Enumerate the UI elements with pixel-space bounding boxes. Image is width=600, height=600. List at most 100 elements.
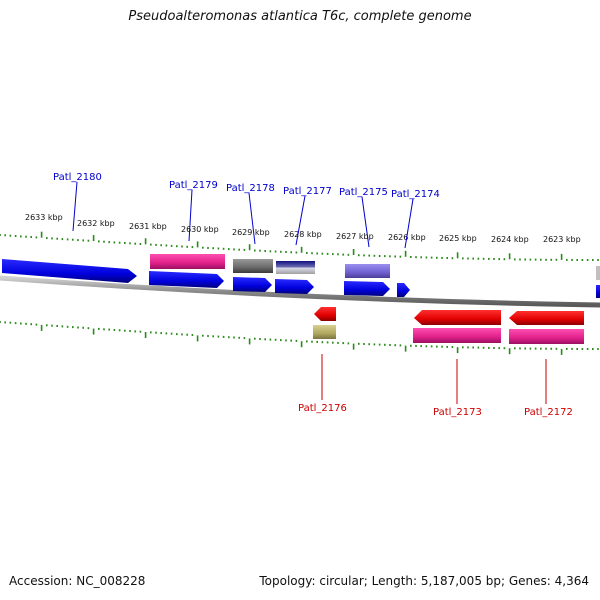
minor-tick: [430, 256, 433, 259]
minor-tick: [514, 347, 516, 350]
minor-tick: [72, 238, 74, 241]
minor-tick: [108, 241, 110, 244]
cds-arrow-forward-2177[interactable]: [275, 279, 314, 294]
minor-tick: [451, 346, 454, 348]
minor-tick: [181, 245, 183, 248]
minor-tick: [503, 347, 506, 350]
scale-label: 2631 kbp: [129, 222, 167, 231]
major-tick: [196, 335, 199, 342]
cds-arrow-forward-2180[interactable]: [2, 259, 137, 283]
feature-gray-2178[interactable]: [233, 259, 273, 273]
minor-tick: [295, 339, 298, 342]
major-tick: [560, 253, 563, 260]
major-tick: [508, 348, 511, 355]
major-tick: [248, 338, 251, 345]
feature-pink-2172[interactable]: [509, 329, 584, 344]
minor-tick: [207, 247, 209, 249]
minor-tick: [191, 334, 194, 336]
minor-tick: [581, 348, 584, 350]
minor-tick: [477, 257, 480, 260]
genome-summary: Topology: circular; Length: 5,187,005 bp…: [259, 574, 589, 588]
scale-label: 2632 kbp: [77, 219, 115, 228]
minor-tick: [586, 259, 589, 261]
gene-label-2172[interactable]: Patl_2172: [524, 407, 573, 418]
minor-tick: [155, 331, 157, 334]
minor-tick: [228, 248, 230, 251]
minor-tick: [529, 258, 532, 261]
minor-tick: [503, 258, 506, 261]
minor-tick: [555, 258, 558, 261]
minor-tick: [378, 343, 381, 346]
minor-tick: [534, 347, 537, 350]
gene-label-2177[interactable]: Patl_2177: [283, 186, 332, 197]
minor-tick: [66, 325, 69, 328]
minor-tick: [295, 251, 298, 254]
minor-tick: [446, 345, 448, 348]
cds-arrow-reverse-2172[interactable]: [509, 311, 584, 325]
minor-tick: [498, 258, 500, 261]
gene-label-2175[interactable]: Patl_2175: [339, 187, 388, 198]
feature-gray-edge[interactable]: [596, 266, 600, 280]
minor-tick: [124, 329, 126, 332]
minor-tick: [576, 348, 578, 350]
minor-tick: [30, 236, 32, 238]
minor-tick: [228, 336, 230, 339]
minor-tick: [446, 257, 448, 259]
minor-tick: [342, 342, 344, 345]
minor-tick: [186, 333, 188, 336]
gene-label-2176[interactable]: Patl_2176: [298, 403, 347, 414]
minor-tick: [202, 334, 204, 337]
major-tick: [300, 341, 303, 348]
feature-pink-2179[interactable]: [150, 254, 225, 269]
minor-tick: [399, 344, 402, 347]
minor-tick: [176, 333, 178, 336]
gene-label-2180[interactable]: Patl_2180: [53, 172, 102, 183]
minor-tick: [46, 324, 48, 327]
cds-arrow-forward-2179[interactable]: [149, 271, 224, 288]
minor-tick: [571, 258, 573, 261]
genome-backbone: [0, 275, 600, 308]
minor-tick: [316, 252, 318, 255]
cds-arrow-reverse-2176[interactable]: [314, 307, 336, 321]
minor-tick: [280, 339, 282, 342]
cds-arrow-reverse-2173[interactable]: [414, 310, 501, 325]
minor-tick: [488, 346, 490, 349]
cds-arrow-forward-2178[interactable]: [233, 277, 272, 292]
minor-tick: [420, 345, 422, 348]
major-tick: [352, 343, 355, 350]
minor-tick: [113, 329, 116, 331]
feature-pink-2173[interactable]: [413, 328, 501, 343]
minor-tick: [436, 256, 438, 259]
minor-tick: [61, 325, 64, 328]
cds-arrow-forward-2175[interactable]: [344, 281, 390, 296]
major-tick: [196, 241, 199, 248]
gene-label-2178[interactable]: Patl_2178: [226, 183, 275, 194]
gene-label-2179[interactable]: Patl_2179: [169, 180, 218, 191]
feature-lavender-2175[interactable]: [345, 264, 390, 278]
minor-tick: [290, 251, 292, 254]
minor-tick: [545, 258, 547, 261]
minor-tick: [316, 340, 318, 343]
minor-tick: [410, 344, 412, 347]
leader-line-2174: [404, 198, 414, 249]
feature-navy-2177[interactable]: [276, 261, 315, 274]
major-tick: [456, 252, 459, 259]
gene-label-2173[interactable]: Patl_2173: [433, 407, 482, 418]
minor-tick: [399, 255, 402, 258]
minor-tick: [0, 234, 1, 236]
minor-tick: [285, 339, 287, 342]
minor-tick: [321, 252, 324, 255]
major-tick: [40, 231, 43, 238]
cds-arrow-forward-edge[interactable]: [596, 285, 600, 298]
minor-tick: [66, 238, 69, 241]
minor-tick: [566, 347, 568, 350]
feature-olive-2176[interactable]: [313, 325, 336, 339]
minor-tick: [555, 347, 558, 350]
leader-line-2177: [295, 195, 306, 246]
minor-tick: [540, 347, 542, 350]
gene-label-2174[interactable]: Patl_2174: [391, 189, 440, 200]
minor-tick: [384, 255, 386, 258]
cds-arrow-forward-2174[interactable]: [397, 283, 410, 297]
minor-tick: [576, 259, 578, 261]
minor-tick: [20, 235, 22, 238]
